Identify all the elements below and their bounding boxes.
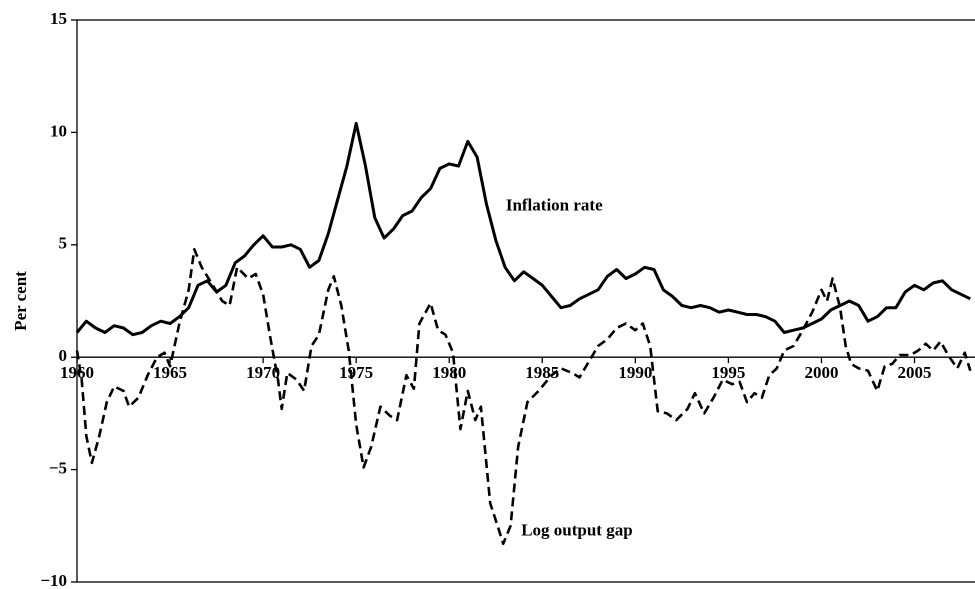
- series-label: Inflation rate: [506, 195, 603, 214]
- x-tick-label: 1985: [525, 363, 559, 382]
- series-line: [75, 121, 971, 337]
- y-tick-label: 5: [59, 234, 68, 253]
- series-label: Log output gap: [521, 521, 632, 540]
- x-tick-label: 1965: [153, 363, 187, 382]
- plot-frame: [76, 19, 975, 583]
- y-tick-label: −5: [49, 459, 67, 478]
- y-tick-label: −10: [40, 571, 67, 589]
- x-tick-label: 1975: [339, 363, 373, 382]
- x-tick-label: 2005: [898, 363, 932, 382]
- x-tick-label: 1990: [618, 363, 652, 382]
- x-tick-label: 1970: [246, 363, 280, 382]
- x-tick-label: 1960: [60, 363, 94, 382]
- y-tick-label: 15: [50, 9, 67, 28]
- y-tick-label: 10: [50, 121, 67, 140]
- y-axis-label: Per cent: [11, 271, 30, 331]
- x-tick-label: 1995: [711, 363, 745, 382]
- x-tick-label: 1980: [432, 363, 466, 382]
- y-tick-label: 0: [59, 346, 68, 365]
- series-line: [75, 248, 972, 546]
- x-tick-label: 2000: [804, 363, 838, 382]
